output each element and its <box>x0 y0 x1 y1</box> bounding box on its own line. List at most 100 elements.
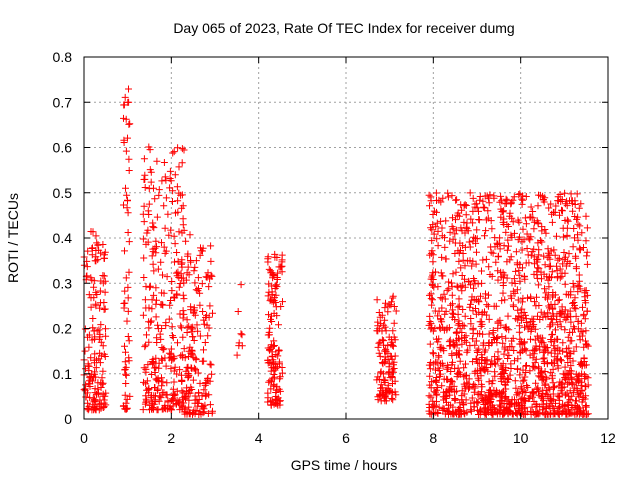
data-point <box>167 226 175 234</box>
data-point <box>572 305 580 313</box>
data-point <box>96 287 104 295</box>
data-point <box>454 247 462 255</box>
data-point <box>554 344 562 352</box>
data-point <box>234 308 242 315</box>
data-point <box>519 264 526 272</box>
data-point <box>532 379 540 387</box>
data-point <box>510 275 518 283</box>
data-point <box>374 327 382 335</box>
data-point <box>456 357 464 365</box>
data-point <box>120 139 128 146</box>
x-tick-label: 10 <box>513 430 529 446</box>
data-point <box>580 354 588 362</box>
data-point <box>531 346 539 354</box>
data-point <box>426 365 434 373</box>
data-point <box>391 388 399 396</box>
data-point <box>200 386 208 394</box>
data-point <box>157 258 165 266</box>
data-point <box>154 406 162 414</box>
data-point <box>82 365 89 373</box>
data-point <box>194 327 202 335</box>
y-tick-label: 0.8 <box>53 49 73 65</box>
data-point <box>121 391 129 399</box>
data-point <box>437 370 444 378</box>
data-point <box>473 204 481 212</box>
data-point <box>124 134 131 142</box>
data-point <box>87 303 95 311</box>
data-point <box>271 285 279 292</box>
data-point <box>264 253 272 261</box>
data-point <box>276 263 284 271</box>
data-point <box>153 157 161 165</box>
data-point <box>555 296 563 304</box>
data-point <box>460 322 468 330</box>
data-point <box>533 385 541 393</box>
data-point <box>170 392 178 399</box>
data-point <box>182 393 190 401</box>
data-point <box>169 198 176 205</box>
data-point <box>169 334 177 341</box>
data-point <box>376 352 384 360</box>
data-point <box>462 396 470 404</box>
data-point <box>545 304 553 312</box>
data-point <box>578 332 586 340</box>
data-point <box>205 324 213 332</box>
data-point <box>458 329 466 336</box>
data-point <box>571 384 579 392</box>
data-point <box>531 359 539 367</box>
data-point <box>427 275 435 283</box>
data-point <box>461 275 468 283</box>
data-point <box>457 410 465 418</box>
data-point <box>166 175 174 182</box>
data-point <box>434 227 442 235</box>
data-point <box>264 356 272 364</box>
data-point <box>174 339 181 347</box>
data-point <box>102 325 109 333</box>
data-point <box>479 197 487 205</box>
data-point <box>388 355 396 363</box>
data-point <box>547 321 555 329</box>
data-point <box>462 202 470 209</box>
data-point <box>504 409 512 417</box>
data-point <box>377 381 385 389</box>
data-point <box>485 394 493 402</box>
data-point <box>273 254 281 261</box>
data-point <box>445 338 453 346</box>
data-point <box>92 364 100 372</box>
data-point <box>504 355 512 362</box>
data-point <box>179 202 187 210</box>
data-point <box>179 307 187 315</box>
data-point <box>559 233 567 241</box>
data-point <box>447 378 455 386</box>
x-tick-label: 8 <box>429 430 437 446</box>
data-point <box>554 197 562 205</box>
data-point <box>462 360 469 368</box>
data-point <box>494 253 502 261</box>
data-point <box>173 290 181 298</box>
data-point <box>476 411 484 418</box>
data-point <box>166 301 174 309</box>
data-point <box>160 243 168 251</box>
data-point <box>172 269 180 277</box>
data-point <box>100 272 108 280</box>
data-point <box>191 263 199 271</box>
data-point <box>581 315 589 323</box>
data-point <box>472 355 480 363</box>
data-point <box>507 292 515 300</box>
data-point <box>435 352 443 360</box>
data-point <box>373 376 381 384</box>
y-tick-label: 0.5 <box>53 185 73 201</box>
data-point <box>270 360 277 368</box>
data-point <box>485 263 493 271</box>
data-point <box>458 387 466 395</box>
data-point <box>181 408 189 416</box>
data-point <box>518 305 526 313</box>
data-point <box>208 370 216 378</box>
data-point <box>427 295 435 303</box>
data-point <box>155 191 163 199</box>
data-point <box>526 367 534 375</box>
data-point <box>196 408 204 416</box>
data-point <box>549 395 557 403</box>
data-point <box>167 297 174 304</box>
